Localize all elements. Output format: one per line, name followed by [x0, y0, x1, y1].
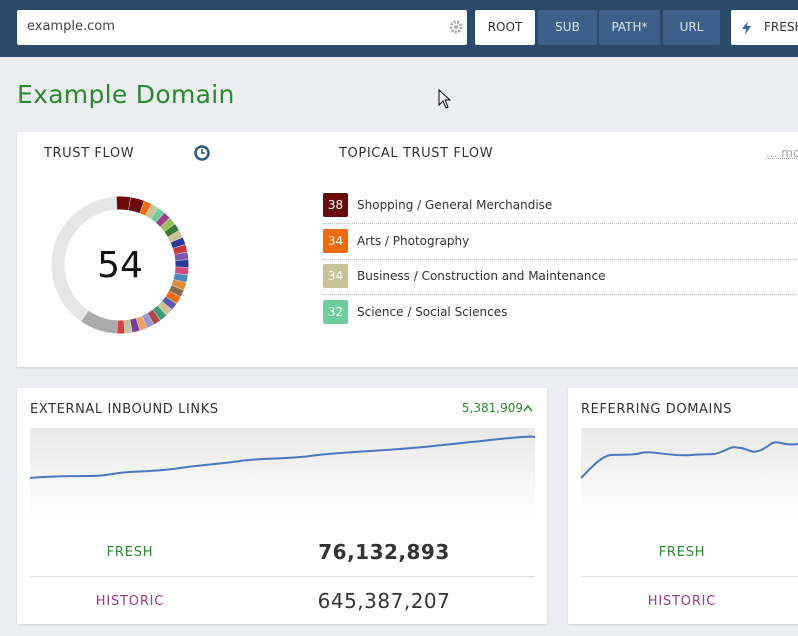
topic-row: 32 Science / Social Sciences [323, 299, 798, 335]
page-title: Example Domain [17, 80, 235, 109]
divider [30, 576, 535, 577]
donut-segment [162, 296, 177, 310]
topic-score: 34 [323, 228, 348, 253]
donut-segment [157, 301, 172, 316]
donut-segment [152, 305, 167, 321]
row-separator [323, 258, 798, 260]
scope-button[interactable]: ROOT [475, 10, 535, 45]
topic-label: Science / Social Sciences [357, 304, 508, 319]
donut-segment [164, 224, 179, 237]
donut-segment [174, 267, 189, 275]
donut-segment [171, 279, 187, 290]
topic-row: 34 Arts / Photography [323, 228, 798, 264]
donut-segment [150, 208, 164, 223]
trust-panel: TRUST FLOW TOPICAL TRUST FLOW ... more 5… [17, 132, 798, 367]
donut-segment [123, 319, 133, 334]
search-query[interactable]: example.com [27, 19, 115, 34]
divider [581, 576, 798, 577]
fresh-label: FRESH [106, 545, 154, 560]
donut-segment [142, 313, 154, 328]
historic-value: 645,387,207 [317, 589, 451, 613]
trust-flow-label: TRUST FLOW [44, 146, 135, 161]
fresh-label: FRESH [658, 545, 706, 560]
donut-segment [169, 285, 184, 297]
scope-button[interactable]: SUB [538, 10, 597, 45]
donut-segment [167, 230, 183, 243]
more-link[interactable]: ... more [766, 146, 798, 160]
topic-label: Arts / Photography [357, 233, 470, 248]
index-button[interactable]: FRESH [731, 10, 798, 45]
topic-row: 38 Shopping / General Merchandise [323, 193, 798, 228]
donut-segment [128, 197, 145, 214]
row-separator [323, 294, 798, 295]
donut-segment [173, 273, 188, 283]
bolt-icon [742, 21, 751, 35]
up-arrow [523, 404, 533, 412]
search-box[interactable]: example.com [17, 10, 467, 45]
topic-row: 34 Business / Construction and Maintenanc… [323, 264, 798, 299]
cursor [438, 89, 452, 109]
donut-segment [172, 244, 188, 255]
links-panel: EXTERNAL INBOUND LINKS 5,381,909 FRESH 7… [17, 388, 547, 624]
topic-score: 38 [323, 193, 348, 217]
index-label[interactable]: FRESH [764, 20, 798, 34]
history-icon[interactable] [193, 144, 211, 162]
donut-segment [130, 318, 140, 333]
trust-flow-value: 54 [97, 245, 143, 286]
donut-segment [81, 310, 118, 334]
sparkline [581, 428, 798, 520]
topic-score: 32 [323, 299, 348, 324]
topic-label: Business / Construction and Maintenance [357, 269, 606, 283]
donut-segment [136, 316, 147, 331]
donut-segment [139, 201, 152, 216]
panel-title: REFERRING DOMAINS [581, 402, 733, 417]
scope-button[interactable]: URL [663, 10, 720, 45]
domains-panel: REFERRING DOMAINS FRESH HISTORIC [568, 388, 798, 624]
topical-label: TOPICAL TRUST FLOW [339, 146, 494, 161]
panel-title: EXTERNAL INBOUND LINKS [30, 402, 219, 417]
settings-icon[interactable] [449, 20, 463, 34]
donut-segment [165, 291, 181, 304]
donut-segment [170, 237, 186, 249]
topic-label: Shopping / General Merchandise [357, 198, 553, 212]
historic-label: HISTORIC [95, 594, 165, 609]
topic-score: 34 [323, 264, 348, 288]
trust-donut: 54 [51, 196, 189, 334]
fresh-value: 76,132,893 [318, 540, 450, 564]
donut-segment [116, 196, 131, 211]
donut-segment [174, 252, 189, 261]
change-number: 5,381,909 [461, 401, 523, 415]
donut-segment [160, 218, 175, 232]
change-value: 5,381,909 [462, 401, 533, 415]
scope-button[interactable]: PATH* [599, 10, 660, 45]
donut-segment [155, 212, 170, 227]
donut-segment [147, 309, 161, 325]
sparkline [30, 428, 535, 520]
historic-label: HISTORIC [647, 594, 717, 609]
donut-segment [145, 204, 158, 219]
row-separator [323, 223, 798, 224]
